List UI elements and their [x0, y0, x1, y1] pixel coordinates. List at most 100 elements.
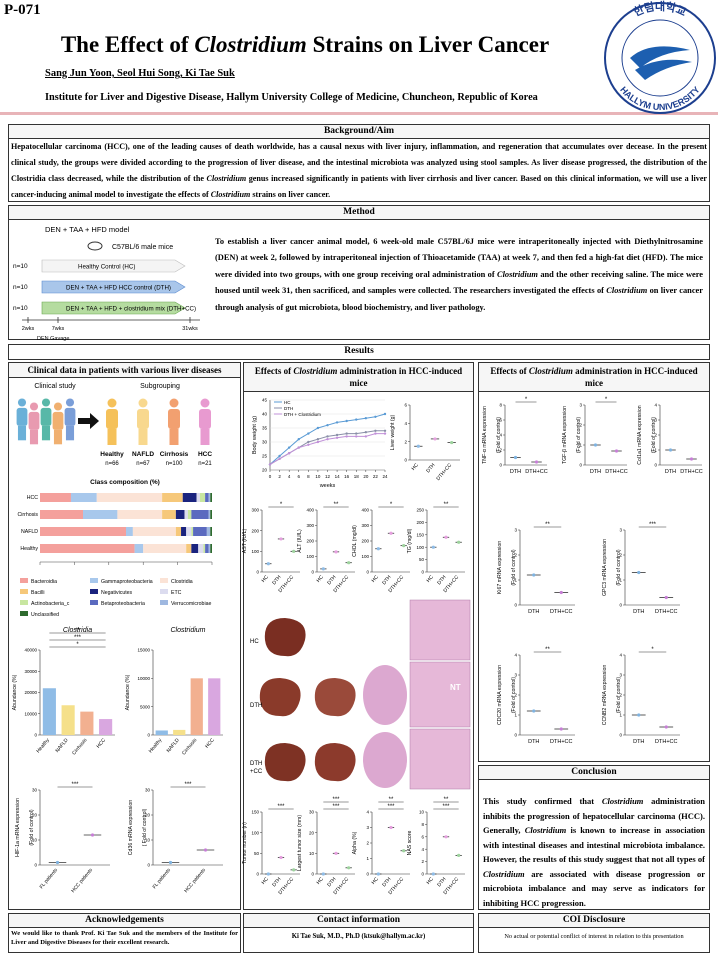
person-body [199, 409, 211, 429]
label: DTH [250, 761, 262, 767]
mini-chart: 0 10 20 30 HIF-1a mRNA expression (Fold of co… [15, 782, 110, 894]
stack-segment [162, 510, 176, 519]
stack-segment [191, 527, 194, 536]
x-tick-label: DTH [381, 574, 392, 586]
histology-image [409, 728, 471, 790]
group-arrow [41, 301, 186, 315]
stack-segment [70, 493, 97, 502]
mean-dot [55, 860, 60, 865]
point [364, 431, 368, 434]
x-tick-label: DTH [665, 469, 676, 475]
y-tick-label: 0 [311, 872, 314, 877]
y-tick-label: 20 [145, 813, 151, 818]
mean-dot [402, 849, 406, 853]
italic-term: Clostridium [483, 868, 525, 879]
stack-segment [40, 527, 126, 536]
mean-dot [450, 440, 454, 445]
label: 31wks [182, 326, 198, 332]
label: 20 [262, 468, 268, 473]
middle-column: Effects of Clostridium administration in… [243, 362, 474, 910]
legend-swatch [160, 600, 168, 605]
italic-term: Clostridium [210, 190, 251, 199]
y-tick-label: 50 [254, 851, 260, 856]
mean-dot [664, 595, 668, 600]
y-tick-label: 100 [361, 554, 369, 559]
y-tick-label: 100 [416, 545, 424, 550]
legend-swatch [90, 578, 98, 583]
background-box: Background/Aim Hepatocellular carcinoma … [8, 124, 710, 202]
y-tick-label: 10 [145, 838, 151, 843]
y-tick-label: 0 [404, 458, 407, 463]
y-tick-label: 4 [499, 433, 502, 438]
mean-dot [513, 455, 518, 460]
person-head [200, 398, 210, 408]
group-arrow [41, 259, 186, 273]
legend-swatch [160, 578, 168, 583]
y-tick-label: 0 [34, 733, 37, 738]
y-tick-label: 20000 [24, 690, 37, 695]
y-tick-label: 250 [416, 508, 424, 513]
stack-segment [186, 527, 192, 536]
point [345, 419, 348, 423]
person-head [53, 402, 63, 411]
y-tick-label: 4 [619, 653, 622, 658]
y-axis-label: CDC20 mRNA expression [497, 665, 503, 725]
mean-dot [321, 567, 325, 571]
person-head [29, 402, 39, 411]
text-run: strains on liver cancer. [250, 190, 331, 199]
mean-dot [334, 851, 338, 855]
x-tick-label: DTH+CC [655, 609, 677, 615]
person-body [137, 409, 149, 429]
person-body [64, 407, 76, 426]
label: DTH [250, 703, 262, 709]
y-tick-label: 1 [579, 443, 582, 448]
mean-dot [532, 573, 536, 577]
mean-dot [266, 872, 270, 876]
y-axis-label: Liver weight (g) [390, 415, 396, 451]
mini-chart: 0 1 2 3 TGF-β mRNA expression (Fold of contro… [562, 397, 628, 475]
mean-dot [637, 713, 641, 717]
x-tick-label: HCC patients [183, 867, 207, 894]
logo-top-text: 한림대학교 [631, 0, 688, 19]
mean-dot [168, 860, 173, 865]
point [326, 438, 329, 441]
y-tick-label: 300 [361, 523, 369, 528]
chart-title: Clostridium [170, 627, 205, 634]
x-tick-label: DTH [590, 469, 601, 475]
mean-dot [334, 550, 338, 554]
point [297, 446, 300, 449]
y-tick-label: 6 [421, 834, 424, 839]
y-axis-label: (Fold of control) [496, 417, 502, 454]
liver-photo [314, 678, 356, 717]
y-tick-label: 0 [514, 733, 517, 738]
stack-segment [196, 493, 200, 502]
person-head [65, 398, 75, 407]
x-tick-label: NAFLD [55, 737, 70, 754]
y-axis-label: GPC3 mRNA expression [602, 539, 608, 596]
method-box: Method To establish a liver cancer anima… [8, 205, 710, 340]
label: NT [450, 683, 461, 692]
stack-segment [208, 510, 211, 519]
point [268, 463, 272, 466]
label: 24 [382, 474, 388, 479]
x-tick-label: DTH [381, 876, 392, 888]
y-axis-label: Col1a1 mRNA expression [637, 405, 643, 465]
sig-label: *** [277, 804, 285, 810]
y-axis-label: Ki67 mRNA expression [497, 541, 503, 594]
mean-dot [321, 872, 325, 876]
label: 22 [373, 474, 379, 479]
sig-label: ** [545, 647, 550, 653]
y-tick-label: 0 [514, 603, 517, 608]
mean-dot [668, 448, 673, 452]
sig-label: ** [75, 628, 80, 634]
legend-swatch [20, 600, 28, 605]
stack-segment [162, 493, 183, 502]
point [345, 432, 348, 435]
x-tick-label: HC [316, 574, 325, 584]
x-tick-label: DTH [510, 469, 521, 475]
label: DTH + Clostridium [284, 412, 321, 417]
y-tick-label: 2 [619, 693, 622, 698]
x-tick-label: HC [426, 876, 435, 886]
